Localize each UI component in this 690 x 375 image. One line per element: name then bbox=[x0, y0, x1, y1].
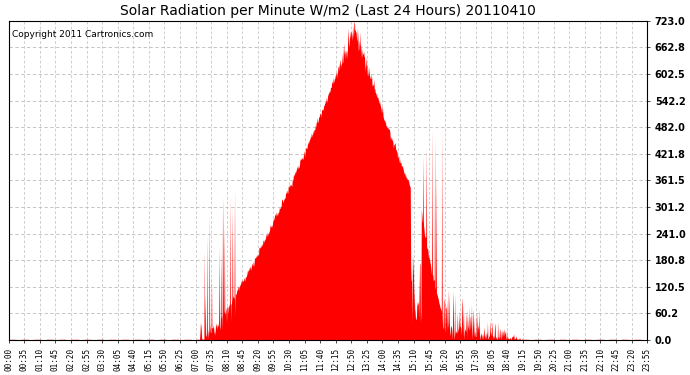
Text: Copyright 2011 Cartronics.com: Copyright 2011 Cartronics.com bbox=[12, 30, 153, 39]
Title: Solar Radiation per Minute W/m2 (Last 24 Hours) 20110410: Solar Radiation per Minute W/m2 (Last 24… bbox=[120, 4, 536, 18]
